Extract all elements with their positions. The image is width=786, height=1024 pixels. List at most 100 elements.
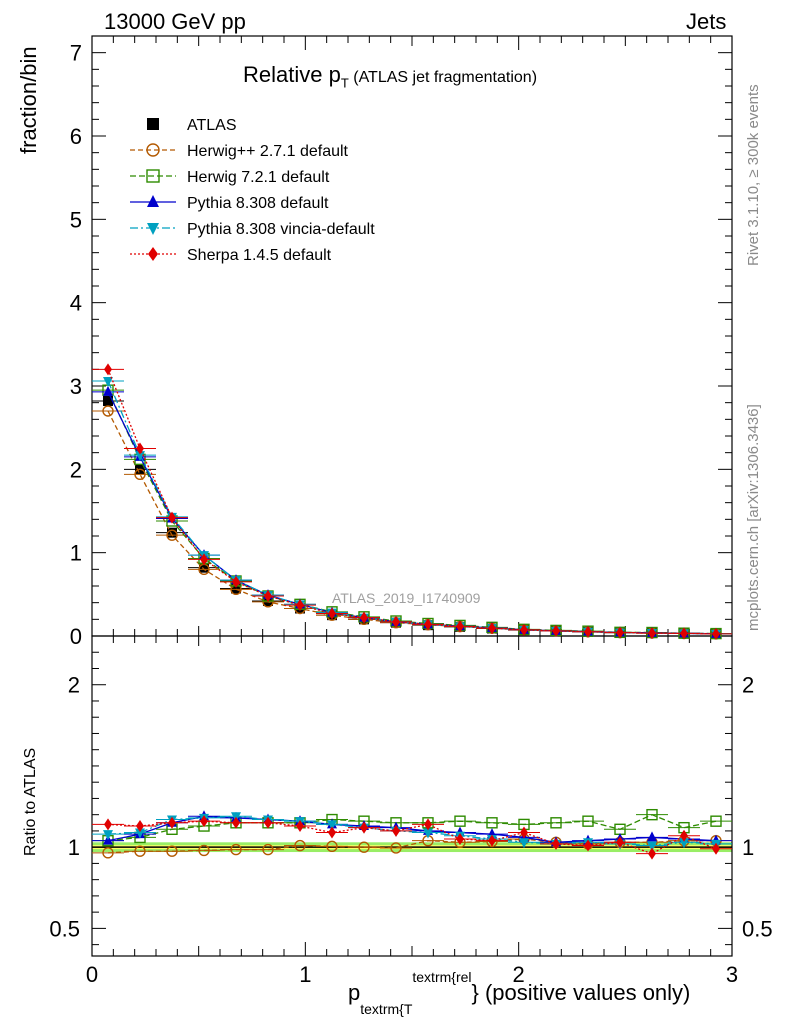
legend-marker-series-5 xyxy=(148,247,158,261)
ratio-point-series-5 xyxy=(104,818,112,831)
ratio-plot-frame xyxy=(91,635,733,957)
ratio-y-tick-label-right: 1 xyxy=(742,835,754,860)
ratio-y-axis-label: Ratio to ATLAS xyxy=(22,747,39,856)
main-point-series-0 xyxy=(103,396,113,406)
ratio-point-series-4 xyxy=(327,820,337,831)
x-axis-label: ptextrm{T textrm{rel} (positive values on… xyxy=(348,969,691,1017)
ratio-point-series-5 xyxy=(584,839,592,852)
main-y-tick-label: 6 xyxy=(70,124,82,149)
main-point-series-5 xyxy=(136,442,144,455)
ratio-point-series-5 xyxy=(488,834,496,847)
main-point-series-5 xyxy=(648,627,656,640)
main-point-series-5 xyxy=(296,599,304,612)
ratio-y-tick-label-right: 2 xyxy=(742,673,754,698)
main-y-tick-label: 4 xyxy=(70,291,82,316)
main-point-series-5 xyxy=(456,620,464,633)
chart-title-sub: T xyxy=(340,75,349,91)
ratio-point-series-4 xyxy=(519,838,529,849)
legend-label-series-4: Pythia 8.308 vincia-default xyxy=(187,221,375,238)
main-point-series-5 xyxy=(520,623,528,636)
rivet-label: Rivet 3.1.10, ≥ 300k events xyxy=(745,84,762,266)
main-point-series-5 xyxy=(680,627,688,640)
ratio-point-series-5 xyxy=(200,815,208,828)
legend-marker-series-3 xyxy=(147,195,159,207)
main-point-series-5 xyxy=(616,626,624,639)
header-right: Jets xyxy=(686,9,727,34)
main-y-tick-label: 0 xyxy=(70,624,82,649)
main-point-series-5 xyxy=(424,618,432,631)
main-point-series-5 xyxy=(168,511,176,524)
x-tick-label: 2 xyxy=(513,962,525,987)
legend-marker-series-0 xyxy=(147,118,159,130)
main-y-tick-label: 3 xyxy=(70,374,82,399)
main-point-series-5 xyxy=(488,622,496,635)
ratio-point-series-2 xyxy=(582,815,594,827)
ratio-point-series-5 xyxy=(616,836,624,849)
main-point-series-5 xyxy=(232,575,240,588)
main-point-series-5 xyxy=(552,624,560,637)
ratio-point-series-5 xyxy=(520,826,528,839)
legend-label-series-2: Herwig 7.2.1 default xyxy=(187,169,330,186)
main-point-series-4 xyxy=(103,377,113,387)
main-point-series-5 xyxy=(392,615,400,628)
ratio-point-series-4 xyxy=(647,841,657,852)
main-point-series-5 xyxy=(264,590,272,602)
main-y-axis-label: fraction/bin xyxy=(16,46,41,154)
chart-title-rest: (ATLAS jet fragmentation) xyxy=(348,69,538,86)
main-point-series-0 xyxy=(231,583,241,594)
legend-marker-series-4 xyxy=(147,223,159,235)
ratio-point-series-2 xyxy=(454,815,466,827)
ratio-point-series-2 xyxy=(486,817,498,829)
main-y-tick-label: 7 xyxy=(70,41,82,66)
main-point-series-1 xyxy=(102,405,114,417)
main-point-series-5 xyxy=(360,611,368,624)
x-axis-label-sup: textrm{rel xyxy=(412,969,472,985)
main-point-series-5 xyxy=(712,627,720,640)
ratio-point-series-1 xyxy=(358,841,370,853)
header-left: 13000 GeV pp xyxy=(104,9,246,34)
legend-marker-series-1 xyxy=(146,143,160,157)
ratio-point-series-5 xyxy=(424,818,432,831)
x-tick-label: 0 xyxy=(86,962,98,987)
ratio-point-series-1 xyxy=(326,840,338,853)
ratio-point-series-5 xyxy=(360,821,368,834)
main-y-tick-label: 5 xyxy=(70,207,82,232)
main-point-series-0 xyxy=(167,527,177,538)
ratio-y-tick-label: 2 xyxy=(68,673,80,698)
main-point-series-1 xyxy=(134,468,146,481)
main-point-series-4 xyxy=(135,451,145,462)
ratio-point-series-5 xyxy=(168,816,176,829)
legend-label-series-3: Pythia 8.308 default xyxy=(187,195,329,212)
legend-marker-series-2 xyxy=(146,169,160,183)
ratio-point-series-4 xyxy=(679,838,689,849)
main-point-series-0 xyxy=(199,562,209,573)
ratio-point-series-5 xyxy=(136,820,144,833)
main-point-series-5 xyxy=(104,363,112,376)
main-point-series-5 xyxy=(584,625,592,638)
ratio-point-series-4 xyxy=(135,828,145,839)
main-point-series-1 xyxy=(166,529,178,541)
ratio-point-series-5 xyxy=(456,833,464,846)
main-point-series-5 xyxy=(328,607,336,620)
x-axis-label-rest: } (positive values only) xyxy=(471,980,691,1005)
main-y-tick-label: 2 xyxy=(70,457,82,482)
ratio-y-tick-label-right: 0.5 xyxy=(742,916,773,941)
ratio-point-series-1 xyxy=(102,847,114,859)
legend-label-series-5: Sherpa 1.4.5 default xyxy=(187,247,332,264)
ratio-point-series-3 xyxy=(647,831,657,842)
chart-title-main: Relative p xyxy=(243,62,341,87)
main-y-tick-label: 1 xyxy=(70,541,82,566)
ratio-y-tick-label: 0.5 xyxy=(49,916,80,941)
chart-title: Relative pT (ATLAS jet fragmentation) xyxy=(243,62,537,90)
main-line-series-5 xyxy=(107,369,717,635)
main-point-series-3 xyxy=(103,385,113,396)
ratio-point-series-5 xyxy=(680,829,688,842)
ratio-point-series-4 xyxy=(423,828,433,839)
x-axis-label-p: p xyxy=(348,980,361,1005)
mcplots-label: mcplots.cern.ch [arXiv:1306.3436] xyxy=(745,404,762,631)
ratio-point-series-5 xyxy=(712,842,720,855)
ratio-point-series-1 xyxy=(166,845,178,857)
ratio-point-series-1 xyxy=(294,839,306,852)
legend-label-series-0: ATLAS xyxy=(187,117,237,134)
